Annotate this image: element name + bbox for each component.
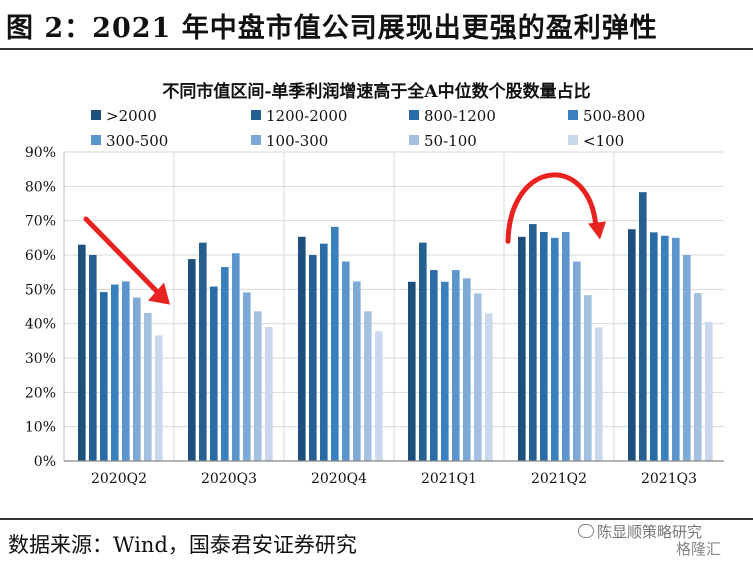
- bar: [375, 331, 383, 461]
- bar: [661, 235, 669, 461]
- bar: [419, 242, 427, 461]
- y-tick-label: 0%: [34, 454, 56, 470]
- legend-swatch: [568, 135, 578, 145]
- legend-label: 300-500: [106, 132, 168, 150]
- bar: [452, 270, 460, 461]
- bar: [320, 243, 328, 461]
- bar: [254, 311, 262, 461]
- bar: [309, 255, 317, 461]
- top-divider: [0, 48, 753, 50]
- y-tick-label: 50%: [25, 282, 56, 298]
- bar: [485, 313, 493, 461]
- legend-label: >2000: [106, 107, 157, 125]
- y-tick-label: 30%: [25, 351, 56, 367]
- chart-title: 不同市值区间-单季利润增速高于全A中位数个股数量占比: [162, 82, 591, 102]
- legend-swatch: [251, 135, 261, 145]
- legend-swatch: [251, 110, 261, 120]
- bar: [584, 295, 592, 461]
- source-note: 数据来源：Wind，国泰君安证券研究: [8, 533, 357, 557]
- bar: [540, 231, 548, 461]
- x-tick-label: 2020Q4: [311, 471, 367, 487]
- bar: [672, 237, 680, 461]
- x-tick-label: 2021Q1: [421, 471, 477, 487]
- legend-swatch: [91, 110, 101, 120]
- bar: [78, 244, 86, 461]
- curve-arrow-head: [588, 221, 606, 240]
- x-tick-label: 2020Q3: [201, 471, 257, 487]
- wechat-icon: [578, 524, 594, 538]
- y-tick-label: 20%: [25, 385, 56, 401]
- bar: [408, 281, 416, 461]
- bar: [683, 255, 691, 461]
- bar: [210, 286, 218, 461]
- bar: [133, 297, 141, 461]
- bar: [573, 261, 581, 461]
- bar: [628, 229, 636, 461]
- legend-swatch: [568, 110, 578, 120]
- bar: [298, 236, 306, 461]
- y-tick-label: 40%: [25, 317, 56, 333]
- bar: [562, 231, 570, 461]
- bar: [243, 292, 251, 461]
- trend-arrow-shaft: [83, 216, 161, 296]
- bar: [463, 278, 471, 461]
- bar: [232, 253, 240, 461]
- bar: [639, 192, 647, 462]
- legend-swatch: [409, 110, 419, 120]
- bar: [265, 327, 273, 461]
- bar: [529, 224, 537, 461]
- curve-arrow-shaft: [505, 172, 599, 244]
- watermark-secondary: 格隆汇: [676, 540, 722, 558]
- x-tick-label: 2020Q2: [91, 471, 147, 487]
- trend-arrow-head: [148, 282, 170, 305]
- bar: [100, 292, 108, 461]
- legend-swatch: [409, 135, 419, 145]
- bar: [430, 270, 438, 461]
- watermark-text: 陈显顺策略研究: [597, 523, 703, 541]
- y-tick-label: 80%: [25, 179, 56, 195]
- bar: [89, 255, 97, 461]
- legend-label: <100: [583, 132, 624, 150]
- bar: [199, 242, 207, 461]
- y-tick-label: 60%: [25, 248, 56, 264]
- legend-label: 50-100: [424, 132, 477, 150]
- x-tick-label: 2021Q3: [641, 471, 697, 487]
- bar: [518, 236, 526, 461]
- bar: [331, 226, 339, 461]
- bar: [144, 313, 152, 461]
- bar: [353, 281, 361, 461]
- legend-label: 800-1200: [424, 107, 496, 125]
- bar: [650, 232, 658, 461]
- bar: [111, 284, 119, 461]
- bar: [364, 311, 372, 461]
- bar: [122, 281, 130, 461]
- bar: [551, 237, 559, 461]
- bar: [441, 281, 449, 461]
- y-tick-label: 90%: [25, 145, 56, 161]
- legend-label: 500-800: [583, 107, 645, 125]
- bar: [221, 267, 229, 461]
- bar: [188, 259, 196, 461]
- bar: [705, 321, 713, 461]
- bar: [694, 293, 702, 461]
- legend-label: 100-300: [266, 132, 328, 150]
- legend-label: 1200-2000: [266, 107, 347, 125]
- bottom-divider: [0, 518, 753, 520]
- bar: [595, 327, 603, 461]
- bar: [342, 261, 350, 461]
- bar: [155, 335, 163, 461]
- watermark: 陈显顺策略研究: [578, 521, 702, 542]
- y-tick-label: 70%: [25, 214, 56, 230]
- figure-title: 图 2：2021 年中盘市值公司展现出更强的盈利弹性: [6, 13, 658, 44]
- bar: [474, 293, 482, 461]
- y-tick-label: 10%: [25, 420, 56, 436]
- legend-swatch: [91, 135, 101, 145]
- x-tick-label: 2021Q2: [531, 471, 587, 487]
